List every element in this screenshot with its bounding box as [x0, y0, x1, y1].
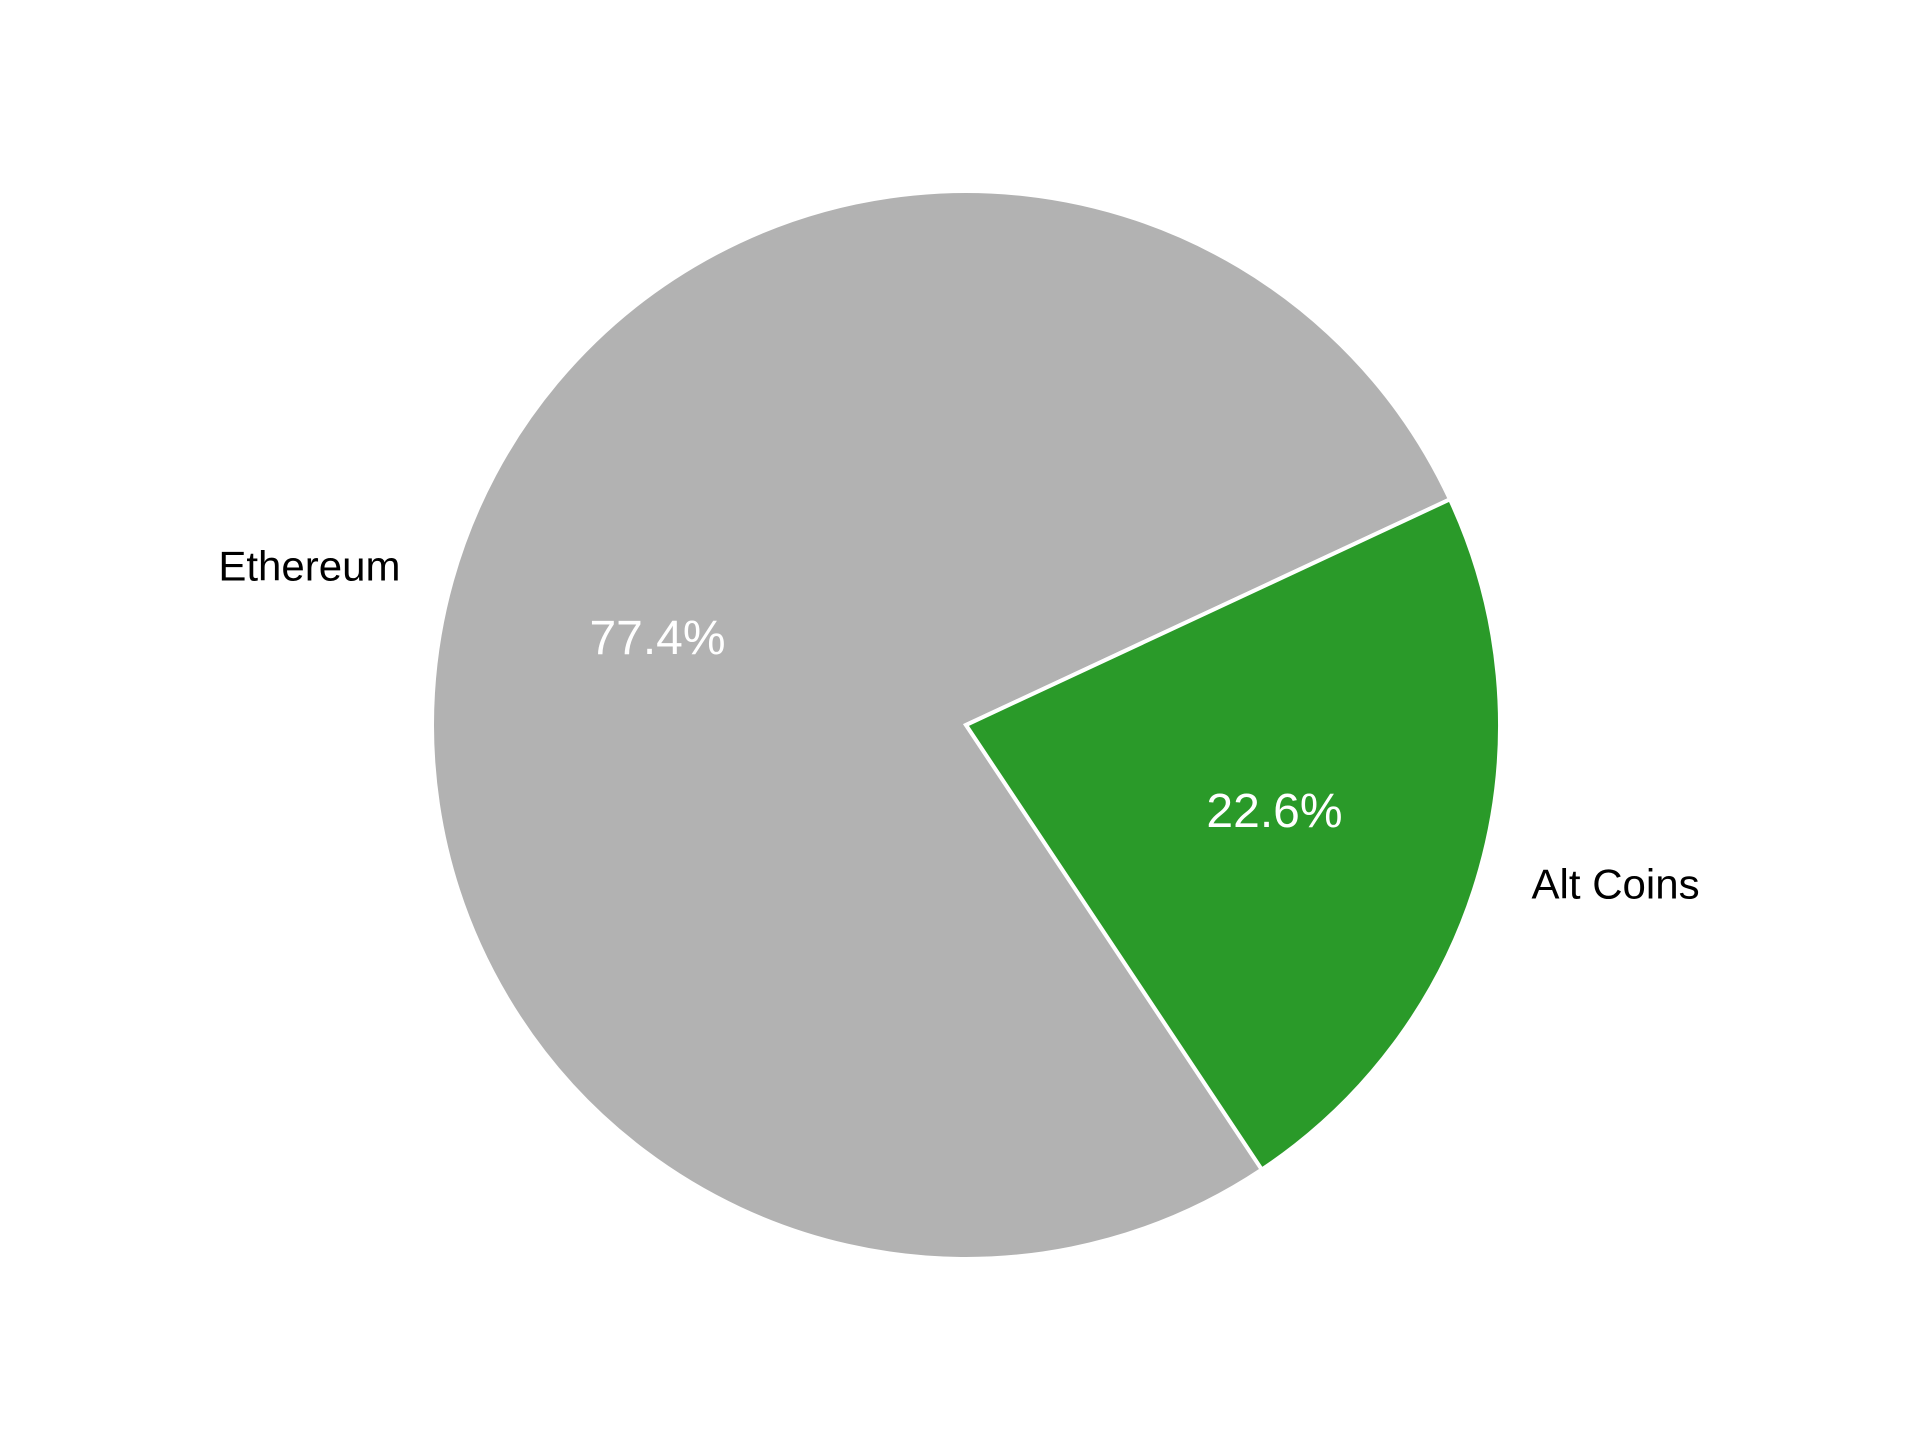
pie-value-label-alt-coins: 22.6%	[1206, 785, 1342, 838]
pie-value-label-ethereum: 77.4%	[589, 612, 725, 665]
pie-category-label-alt-coins: Alt Coins	[1532, 860, 1700, 907]
pie-slices	[430, 189, 1502, 1261]
pie-slice-alt-coins	[963, 496, 1502, 1173]
pie-category-label-ethereum: Ethereum	[218, 543, 400, 590]
pie-slice-ethereum	[430, 189, 1453, 1261]
pie-labels: 77.4% Ethereum 22.6% Alt Coins	[218, 543, 1699, 908]
